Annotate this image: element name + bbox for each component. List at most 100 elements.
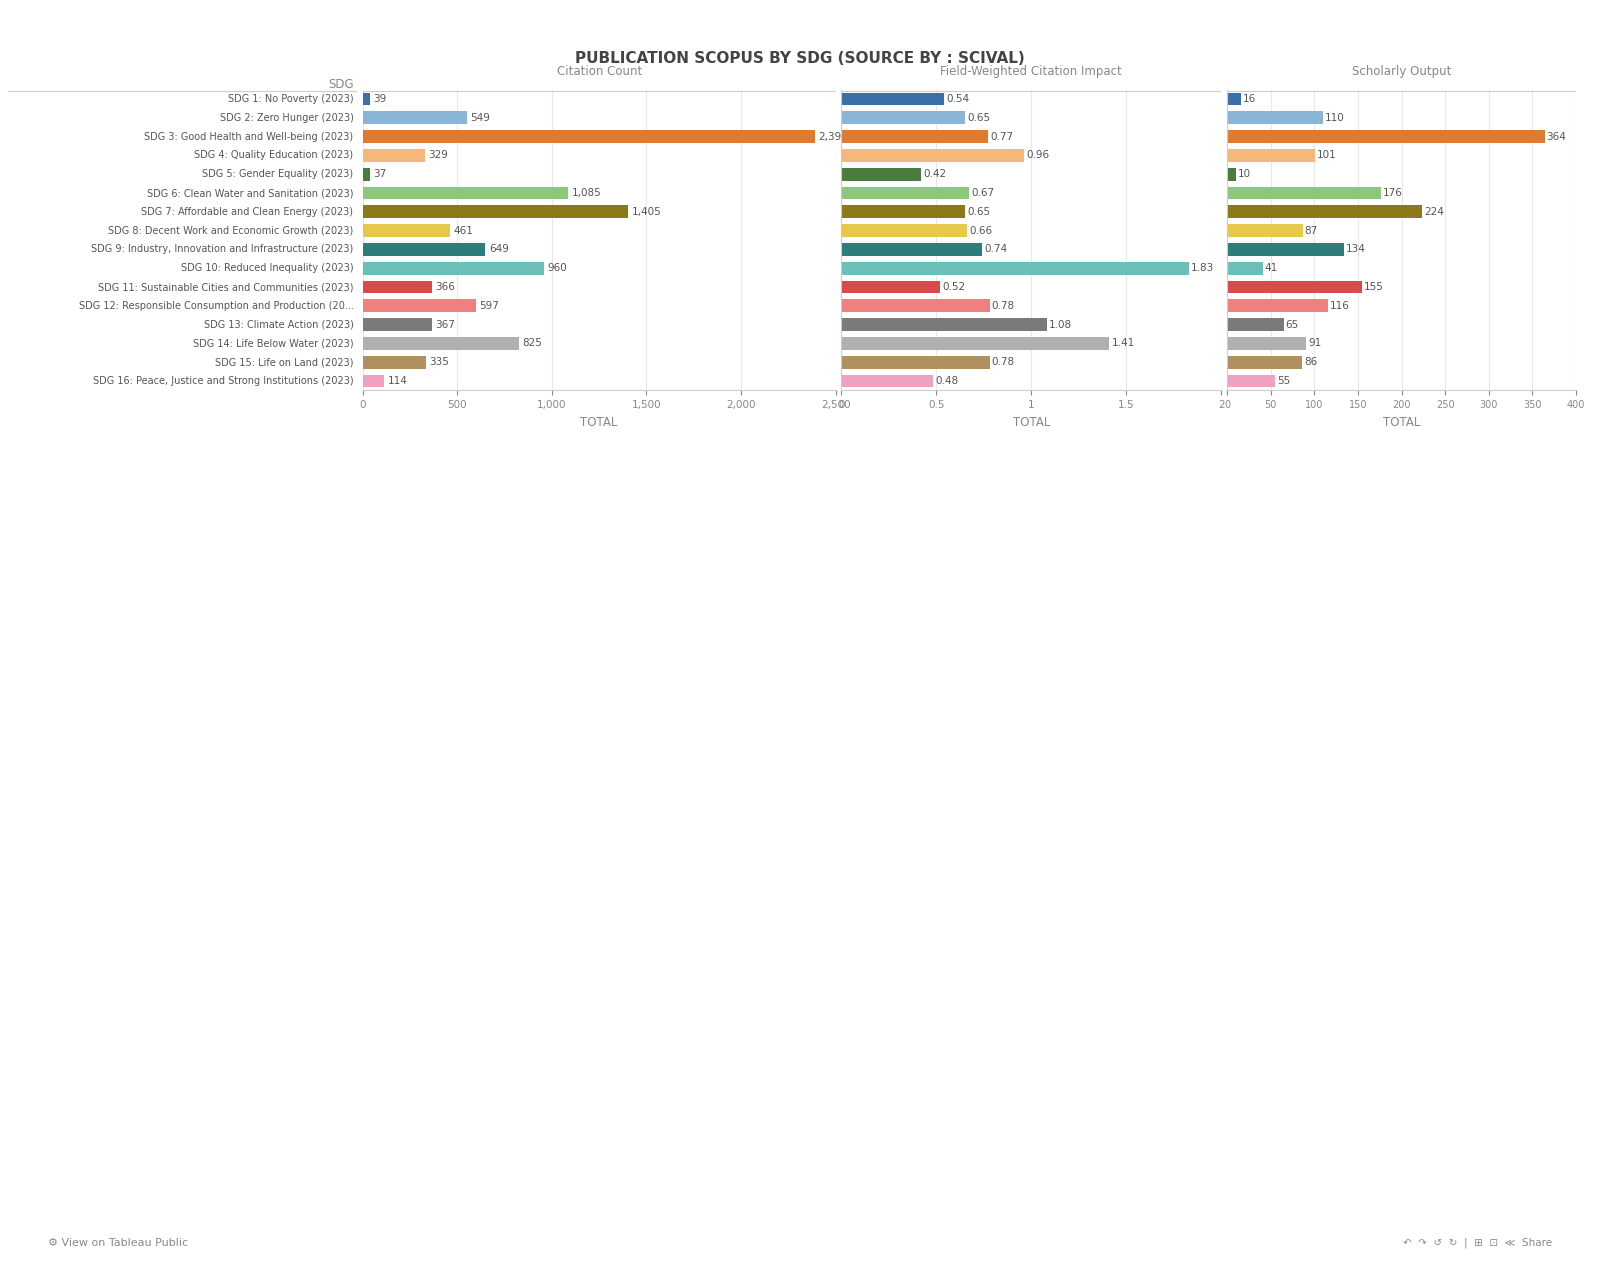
Text: SDG 9: Industry, Innovation and Infrastructure (2023): SDG 9: Industry, Innovation and Infrastr… [91, 244, 354, 255]
Text: 1.08: 1.08 [1050, 320, 1072, 330]
Text: 2,390: 2,390 [818, 132, 848, 142]
Text: ⚙ View on Tableau Public: ⚙ View on Tableau Public [48, 1238, 189, 1248]
Text: 91: 91 [1309, 338, 1322, 348]
Text: SDG 10: Reduced Inequality (2023): SDG 10: Reduced Inequality (2023) [181, 264, 354, 273]
Text: SDG 1: No Poverty (2023): SDG 1: No Poverty (2023) [227, 93, 354, 104]
Text: 155: 155 [1365, 282, 1384, 292]
Text: 0.96: 0.96 [1026, 151, 1050, 160]
Text: 0.78: 0.78 [992, 357, 1014, 367]
Text: 597: 597 [478, 301, 499, 311]
Text: 101: 101 [1317, 151, 1336, 160]
Bar [1227, 280, 1362, 293]
Bar [842, 356, 989, 369]
Bar [842, 131, 987, 143]
Bar [1227, 356, 1302, 369]
Bar [842, 224, 966, 237]
Bar [842, 148, 1024, 161]
Bar [363, 262, 544, 275]
Text: 0.67: 0.67 [971, 188, 994, 198]
Bar [363, 131, 814, 143]
Text: 335: 335 [429, 357, 450, 367]
Text: 366: 366 [435, 282, 456, 292]
Text: 0.77: 0.77 [990, 132, 1013, 142]
Text: 65: 65 [1285, 320, 1299, 330]
Text: Scholarly Output: Scholarly Output [1352, 64, 1451, 78]
Text: SDG 12: Responsible Consumption and Production (20...: SDG 12: Responsible Consumption and Prod… [78, 301, 354, 311]
Text: 37: 37 [373, 169, 386, 179]
Bar [842, 168, 922, 180]
Text: SDG 2: Zero Hunger (2023): SDG 2: Zero Hunger (2023) [219, 113, 354, 123]
Bar [842, 243, 982, 256]
Text: 364: 364 [1546, 132, 1566, 142]
Bar [842, 205, 965, 218]
Text: 1,405: 1,405 [632, 207, 662, 216]
Text: PUBLICATION SCOPUS BY SDG (SOURCE BY : SCIVAL): PUBLICATION SCOPUS BY SDG (SOURCE BY : S… [574, 51, 1026, 67]
Bar [842, 262, 1189, 275]
Text: 649: 649 [490, 244, 509, 255]
Text: SDG 6: Clean Water and Sanitation (2023): SDG 6: Clean Water and Sanitation (2023) [147, 188, 354, 198]
Text: 55: 55 [1277, 376, 1290, 387]
Bar [1227, 111, 1323, 124]
Text: 134: 134 [1346, 244, 1366, 255]
Text: 116: 116 [1330, 301, 1350, 311]
Bar [842, 375, 933, 388]
Bar [1227, 262, 1262, 275]
Text: 0.54: 0.54 [946, 93, 970, 104]
Bar [1227, 319, 1283, 332]
Bar [363, 168, 370, 180]
X-axis label: TOTAL: TOTAL [581, 416, 618, 429]
Bar [1227, 300, 1328, 312]
Bar [1227, 337, 1307, 349]
Text: 0.42: 0.42 [923, 169, 947, 179]
Text: 10: 10 [1237, 169, 1251, 179]
Text: 114: 114 [387, 376, 408, 387]
Text: 549: 549 [470, 113, 490, 123]
Text: 176: 176 [1382, 188, 1402, 198]
Text: 367: 367 [435, 320, 456, 330]
Bar [363, 375, 384, 388]
Text: 0.52: 0.52 [942, 282, 965, 292]
Text: SDG 5: Gender Equality (2023): SDG 5: Gender Equality (2023) [202, 169, 354, 179]
Text: 0.65: 0.65 [966, 207, 990, 216]
Bar [363, 337, 518, 349]
Text: SDG 3: Good Health and Well-being (2023): SDG 3: Good Health and Well-being (2023) [144, 132, 354, 142]
Text: 87: 87 [1304, 225, 1318, 236]
Bar [363, 356, 426, 369]
Text: SDG 11: Sustainable Cities and Communities (2023): SDG 11: Sustainable Cities and Communiti… [98, 282, 354, 292]
Bar [842, 319, 1046, 332]
Text: SDG 14: Life Below Water (2023): SDG 14: Life Below Water (2023) [192, 338, 354, 348]
Bar [363, 92, 370, 105]
Text: 960: 960 [547, 264, 568, 273]
Text: 0.74: 0.74 [984, 244, 1008, 255]
Bar [363, 187, 568, 200]
Text: 110: 110 [1325, 113, 1344, 123]
Bar [1227, 148, 1315, 161]
Bar [363, 319, 432, 332]
Bar [363, 224, 450, 237]
Text: 86: 86 [1304, 357, 1317, 367]
Text: SDG 7: Affordable and Clean Energy (2023): SDG 7: Affordable and Clean Energy (2023… [141, 207, 354, 216]
Text: SDG 16: Peace, Justice and Strong Institutions (2023): SDG 16: Peace, Justice and Strong Instit… [93, 376, 354, 387]
Bar [363, 280, 432, 293]
Bar [1227, 187, 1381, 200]
Bar [363, 148, 426, 161]
Bar [1227, 224, 1302, 237]
Text: Field-Weighted Citation Impact: Field-Weighted Citation Impact [941, 64, 1122, 78]
X-axis label: TOTAL: TOTAL [1013, 416, 1050, 429]
Bar [1227, 205, 1422, 218]
Bar [363, 300, 475, 312]
Text: 224: 224 [1424, 207, 1445, 216]
Bar [1227, 92, 1242, 105]
Text: SDG: SDG [328, 78, 354, 91]
X-axis label: TOTAL: TOTAL [1382, 416, 1421, 429]
Text: 1,085: 1,085 [571, 188, 602, 198]
Bar [1227, 168, 1235, 180]
Text: 39: 39 [373, 93, 387, 104]
Text: ↶  ↷  ↺  ↻  |  ⊞  ⊡  ≪  Share: ↶ ↷ ↺ ↻ | ⊞ ⊡ ≪ Share [1403, 1238, 1552, 1248]
Text: 0.78: 0.78 [992, 301, 1014, 311]
Bar [842, 187, 968, 200]
Bar [363, 111, 467, 124]
Bar [363, 243, 485, 256]
Text: SDG 13: Climate Action (2023): SDG 13: Climate Action (2023) [203, 320, 354, 330]
Bar [842, 337, 1109, 349]
